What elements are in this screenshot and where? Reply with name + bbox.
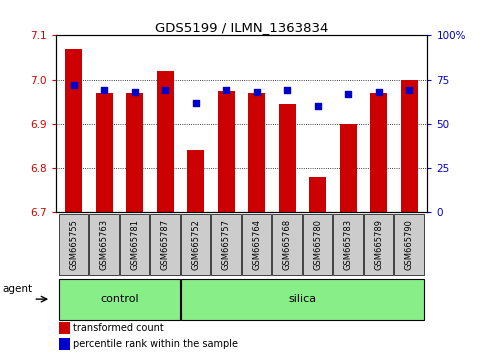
Point	[70, 82, 78, 88]
Text: GSM665764: GSM665764	[252, 219, 261, 270]
FancyBboxPatch shape	[120, 214, 149, 275]
Text: GSM665768: GSM665768	[283, 219, 292, 270]
Point	[192, 100, 199, 105]
Text: control: control	[100, 294, 139, 304]
Point	[314, 103, 322, 109]
FancyBboxPatch shape	[150, 214, 180, 275]
Bar	[309, 177, 326, 212]
Text: GSM665763: GSM665763	[100, 219, 109, 270]
Text: GSM665787: GSM665787	[161, 219, 170, 270]
Bar	[370, 93, 387, 212]
Bar	[66, 49, 82, 212]
Text: GSM665752: GSM665752	[191, 219, 200, 270]
FancyBboxPatch shape	[89, 214, 119, 275]
FancyBboxPatch shape	[364, 214, 393, 275]
Text: GSM665755: GSM665755	[70, 219, 78, 270]
Bar	[248, 93, 265, 212]
FancyBboxPatch shape	[212, 214, 241, 275]
FancyBboxPatch shape	[242, 214, 271, 275]
Bar	[157, 71, 174, 212]
FancyBboxPatch shape	[181, 214, 211, 275]
Text: GSM665789: GSM665789	[374, 219, 383, 270]
Text: transformed count: transformed count	[73, 323, 164, 333]
FancyBboxPatch shape	[181, 279, 424, 320]
Point	[375, 89, 383, 95]
FancyBboxPatch shape	[303, 214, 332, 275]
Text: percentile rank within the sample: percentile rank within the sample	[73, 339, 239, 349]
Bar	[96, 93, 113, 212]
Text: GSM665780: GSM665780	[313, 219, 322, 270]
Text: GSM665781: GSM665781	[130, 219, 139, 270]
Point	[222, 87, 230, 93]
FancyBboxPatch shape	[394, 214, 424, 275]
Bar	[401, 80, 417, 212]
FancyBboxPatch shape	[59, 214, 88, 275]
Bar	[218, 91, 235, 212]
Point	[284, 87, 291, 93]
Text: GSM665790: GSM665790	[405, 219, 413, 270]
FancyBboxPatch shape	[272, 214, 302, 275]
Bar	[279, 104, 296, 212]
Title: GDS5199 / ILMN_1363834: GDS5199 / ILMN_1363834	[155, 21, 328, 34]
FancyBboxPatch shape	[59, 279, 180, 320]
Bar	[127, 93, 143, 212]
Bar	[187, 150, 204, 212]
Point	[253, 89, 261, 95]
Bar	[340, 124, 356, 212]
Text: GSM665757: GSM665757	[222, 219, 231, 270]
Text: silica: silica	[288, 294, 316, 304]
Point	[344, 91, 352, 97]
Point	[405, 87, 413, 93]
Text: GSM665783: GSM665783	[344, 219, 353, 270]
Point	[161, 87, 169, 93]
FancyBboxPatch shape	[333, 214, 363, 275]
Point	[100, 87, 108, 93]
Bar	[59, 321, 71, 333]
Point	[131, 89, 139, 95]
Text: agent: agent	[3, 284, 33, 294]
Bar	[59, 338, 71, 350]
